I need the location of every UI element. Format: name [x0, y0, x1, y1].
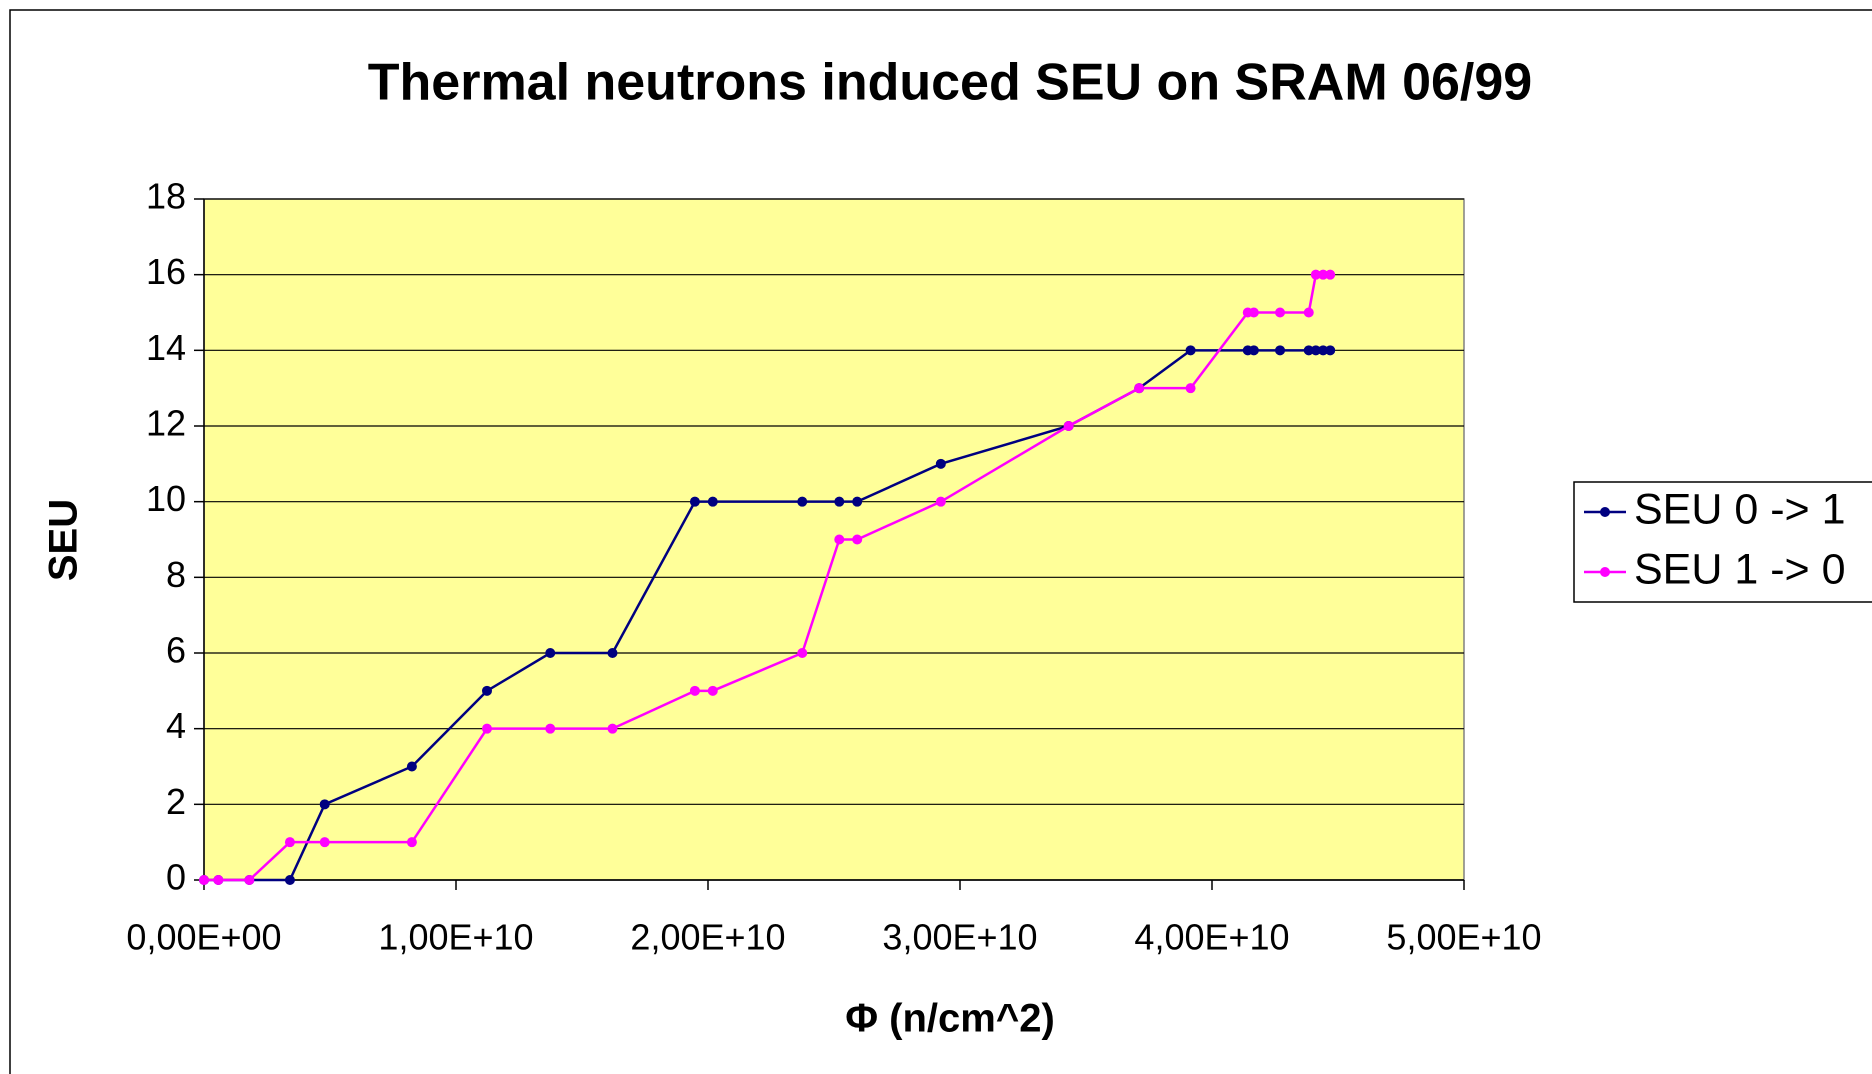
- point: [1303, 307, 1314, 318]
- point: [797, 496, 808, 507]
- x-tick-label: 5,00E+10: [1386, 917, 1541, 958]
- point: [707, 685, 718, 696]
- point: [481, 685, 492, 696]
- x-tick-label: 2,00E+10: [630, 917, 785, 958]
- point: [1318, 345, 1329, 356]
- point: [1310, 345, 1321, 356]
- legend-marker: [1600, 567, 1610, 577]
- y-tick-label: 16: [146, 251, 186, 292]
- y-tick-label: 8: [166, 554, 186, 595]
- point: [406, 761, 417, 772]
- point: [1134, 383, 1145, 394]
- point: [1185, 383, 1196, 394]
- point: [199, 875, 209, 885]
- x-tick-label: 0,00E+00: [126, 917, 281, 958]
- point: [689, 685, 700, 696]
- point: [545, 723, 556, 734]
- point: [935, 458, 946, 469]
- y-tick-label: 2: [166, 781, 186, 822]
- x-tick-label: 4,00E+10: [1134, 917, 1289, 958]
- point: [935, 496, 946, 507]
- point: [319, 837, 330, 848]
- point: [1275, 345, 1286, 356]
- point: [213, 875, 224, 885]
- point: [1248, 345, 1259, 356]
- legend-label: SEU 0 -> 1: [1634, 485, 1846, 533]
- point: [406, 837, 417, 848]
- x-tick-label: 1,00E+10: [378, 917, 533, 958]
- point: [1325, 269, 1336, 280]
- point: [852, 534, 863, 545]
- point: [797, 648, 808, 658]
- point: [284, 875, 295, 885]
- point: [607, 648, 618, 658]
- point: [1325, 345, 1336, 356]
- chart-title: Thermal neutrons induced SEU on SRAM 06/…: [368, 54, 1532, 112]
- x-axis-title: Φ (n/cm^2): [845, 997, 1055, 1041]
- x-tick-label: 3,00E+10: [882, 917, 1037, 958]
- legend-box: [1573, 481, 1872, 603]
- point: [319, 799, 330, 810]
- point: [244, 875, 255, 885]
- y-tick-label: 12: [146, 403, 186, 444]
- y-tick-label: 18: [146, 176, 186, 217]
- point: [834, 534, 845, 545]
- y-tick-label: 14: [146, 327, 186, 368]
- point: [1303, 345, 1314, 356]
- y-tick-label: 0: [166, 857, 186, 898]
- y-tick-label: 10: [146, 478, 186, 519]
- point: [707, 496, 718, 507]
- point: [852, 496, 863, 507]
- y-tick-label: 4: [166, 705, 186, 746]
- point: [1063, 421, 1074, 431]
- point: [1310, 269, 1321, 280]
- legend-label: SEU 1 -> 0: [1634, 545, 1846, 593]
- legend-marker: [1600, 507, 1610, 517]
- point: [1318, 269, 1329, 280]
- plot-area: [203, 198, 1465, 881]
- point: [1185, 345, 1196, 356]
- point: [481, 723, 492, 734]
- point: [1275, 307, 1286, 318]
- point: [607, 723, 618, 734]
- point: [1248, 307, 1259, 318]
- point: [689, 496, 700, 507]
- point: [834, 496, 845, 507]
- point: [545, 648, 556, 658]
- y-tick-label: 6: [166, 630, 186, 671]
- point: [284, 837, 295, 848]
- y-axis-title: SEU: [42, 499, 86, 581]
